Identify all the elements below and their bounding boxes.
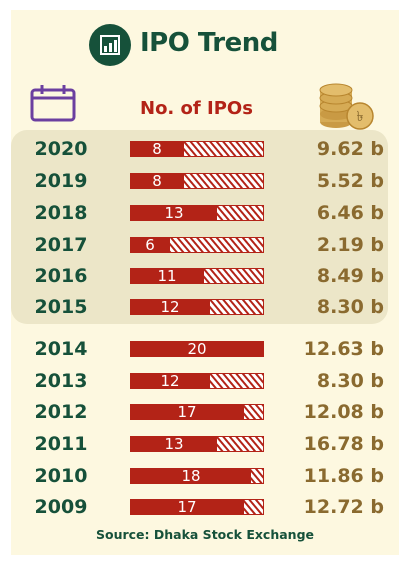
- amount-value: 9.62 b: [316, 138, 384, 160]
- coins-taka-icon: ৳: [316, 78, 378, 132]
- ipo-bar: 8: [130, 141, 264, 157]
- bar-chart-icon: [89, 24, 131, 66]
- amount-value: 11.86 b: [303, 465, 384, 487]
- bar-fill: [130, 341, 264, 357]
- ipo-count: 13: [164, 436, 183, 452]
- bar-fill: [130, 299, 210, 315]
- ipo-bar: 8: [130, 173, 264, 189]
- ipo-count: 13: [164, 205, 183, 221]
- amount-value: 12.72 b: [303, 496, 384, 518]
- amount-value: 5.52 b: [316, 170, 384, 192]
- ipo-bar: 13: [130, 205, 264, 221]
- ipo-bar: 18: [130, 468, 264, 484]
- ipo-row: 2012 17 12.08 b: [11, 398, 388, 426]
- ipo-count: 11: [157, 268, 176, 284]
- bar-fill: [130, 268, 204, 284]
- ipo-row: 2013 12 8.30 b: [11, 367, 388, 395]
- ipo-bar: 12: [130, 373, 264, 389]
- year-label: 2013: [34, 370, 88, 392]
- amount-value: 12.08 b: [303, 401, 384, 423]
- ipo-count: 6: [145, 237, 155, 253]
- ipo-bar: 20: [130, 341, 264, 357]
- ipo-row: 2018 13 6.46 b: [11, 199, 388, 227]
- ipo-row: 2011 13 16.78 b: [11, 430, 388, 458]
- amount-value: 8.49 b: [316, 265, 384, 287]
- bar-fill: [130, 404, 244, 420]
- page-title: IPO Trend: [140, 28, 278, 58]
- column-header: No. of IPOs: [140, 98, 253, 119]
- calendar-icon: [30, 84, 76, 122]
- bar-fill: [130, 141, 184, 157]
- year-label: 2020: [34, 138, 88, 160]
- amount-value: 16.78 b: [303, 433, 384, 455]
- year-label: 2009: [34, 496, 88, 518]
- year-label: 2010: [34, 465, 88, 487]
- year-label: 2016: [34, 265, 88, 287]
- ipo-row: 2017 6 2.19 b: [11, 231, 388, 259]
- ipo-count: 8: [152, 173, 162, 189]
- amount-value: 6.46 b: [316, 202, 384, 224]
- year-label: 2012: [34, 401, 88, 423]
- ipo-row: 2014 20 12.63 b: [11, 335, 388, 363]
- ipo-count: 12: [160, 373, 179, 389]
- source-note: Source: Dhaka Stock Exchange: [95, 527, 314, 542]
- bar-fill: [130, 205, 217, 221]
- amount-value: 8.30 b: [316, 370, 384, 392]
- ipo-bar: 12: [130, 299, 264, 315]
- year-label: 2011: [34, 433, 88, 455]
- recent-years-band: [11, 130, 388, 324]
- year-label: 2018: [34, 202, 88, 224]
- ipo-row: 2015 12 8.30 b: [11, 293, 388, 321]
- ipo-bar: 13: [130, 436, 264, 452]
- ipo-bar: 6: [130, 237, 264, 253]
- ipo-bar: 17: [130, 499, 264, 515]
- bar-fill: [130, 499, 244, 515]
- ipo-count: 8: [152, 141, 162, 157]
- amount-value: 12.63 b: [303, 338, 384, 360]
- bar-fill: [130, 468, 251, 484]
- bar-fill: [130, 373, 210, 389]
- amount-value: 2.19 b: [316, 234, 384, 256]
- ipo-count: 12: [160, 299, 179, 315]
- ipo-bar: 17: [130, 404, 264, 420]
- bar-fill: [130, 237, 170, 253]
- bar-fill: [130, 173, 184, 189]
- ipo-row: 2010 18 11.86 b: [11, 462, 388, 490]
- bar-fill: [130, 436, 217, 452]
- year-label: 2017: [34, 234, 88, 256]
- ipo-row: 2019 8 5.52 b: [11, 167, 388, 195]
- ipo-count: 17: [177, 499, 196, 515]
- svg-text:৳: ৳: [357, 109, 364, 125]
- ipo-row: 2020 8 9.62 b: [11, 135, 388, 163]
- ipo-row: 2009 17 12.72 b: [11, 493, 388, 521]
- ipo-count: 20: [187, 341, 206, 357]
- ipo-row: 2016 11 8.49 b: [11, 262, 388, 290]
- ipo-bar: 11: [130, 268, 264, 284]
- year-label: 2014: [34, 338, 88, 360]
- ipo-count: 18: [181, 468, 200, 484]
- year-label: 2015: [34, 296, 88, 318]
- year-label: 2019: [34, 170, 88, 192]
- amount-value: 8.30 b: [316, 296, 384, 318]
- ipo-count: 17: [177, 404, 196, 420]
